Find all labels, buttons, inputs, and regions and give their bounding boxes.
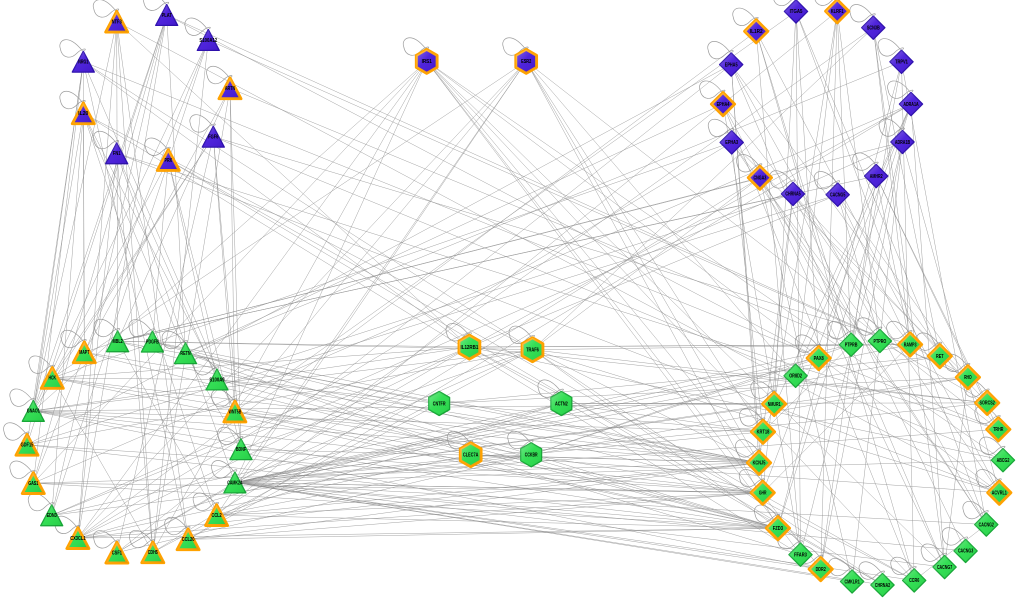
svg-text:ABCG2: ABCG2 [997, 458, 1010, 464]
svg-text:NTF3: NTF3 [112, 20, 122, 26]
svg-text:RETN: RETN [180, 351, 190, 357]
svg-text:NMUR1: NMUR1 [768, 402, 781, 408]
svg-text:NRG1: NRG1 [78, 60, 88, 66]
svg-text:CDH5: CDH5 [148, 550, 158, 556]
svg-text:GHR: GHR [759, 491, 767, 497]
svg-text:CX3CL1: CX3CL1 [70, 536, 85, 542]
svg-text:KCNJ5: KCNJ5 [753, 461, 766, 467]
svg-text:FZD3: FZD3 [773, 526, 783, 532]
svg-text:FN1: FN1 [113, 151, 121, 157]
svg-text:TRHR: TRHR [993, 427, 1003, 433]
svg-text:RHO: RHO [964, 375, 972, 381]
svg-text:KLRF1: KLRF1 [831, 9, 844, 15]
svg-text:CNGA3: CNGA3 [754, 176, 767, 182]
svg-text:ESR2: ESR2 [521, 59, 531, 65]
svg-text:ADRA1B: ADRA1B [895, 140, 911, 146]
svg-text:PRX: PRX [165, 158, 173, 164]
svg-text:HCK: HCK [49, 376, 57, 382]
svg-text:GAS1: GAS1 [28, 481, 38, 487]
svg-text:WNT5B: WNT5B [229, 409, 242, 415]
svg-text:BDNF: BDNF [236, 447, 246, 453]
svg-text:CNTFR: CNTFR [433, 401, 446, 407]
svg-text:S100A9: S100A9 [209, 377, 224, 383]
svg-text:PLAT: PLAT [162, 13, 172, 19]
svg-text:PTPRB: PTPRB [845, 343, 858, 349]
svg-text:EPHA3: EPHA3 [725, 140, 738, 146]
svg-text:CCKBR: CCKBR [525, 453, 538, 459]
svg-text:GDF15: GDF15 [21, 443, 34, 449]
svg-text:MBL2: MBL2 [113, 339, 123, 345]
svg-text:OR8D2: OR8D2 [789, 374, 802, 380]
svg-text:PDGFB: PDGFB [146, 339, 159, 345]
svg-text:SORCS2: SORCS2 [980, 401, 995, 407]
svg-text:CHRNA5: CHRNA5 [785, 192, 800, 198]
svg-text:SCN3B: SCN3B [867, 26, 880, 32]
svg-text:CHRNA2: CHRNA2 [875, 583, 890, 589]
svg-text:CCR6: CCR6 [909, 578, 919, 584]
svg-text:CMKLR1: CMKLR1 [844, 579, 859, 585]
svg-text:S100A12: S100A12 [199, 38, 217, 44]
svg-text:GNAO1: GNAO1 [27, 409, 40, 415]
svg-text:EPHA5: EPHA5 [725, 62, 738, 68]
svg-text:ACVRL1: ACVRL1 [992, 491, 1007, 497]
svg-text:IRS1: IRS1 [422, 59, 432, 65]
svg-text:CACNG2: CACNG2 [979, 522, 994, 528]
svg-text:FGF6: FGF6 [208, 135, 218, 141]
svg-text:ADRA1A: ADRA1A [903, 102, 919, 108]
svg-text:KRT18: KRT18 [757, 430, 770, 436]
svg-text:FFAR3: FFAR3 [794, 553, 807, 559]
svg-text:CCL20: CCL20 [182, 537, 195, 543]
svg-text:AMHR2: AMHR2 [870, 174, 883, 180]
svg-text:CLEC7A: CLEC7A [463, 453, 479, 459]
svg-text:CACNG3: CACNG3 [958, 549, 973, 555]
svg-text:ARTN: ARTN [225, 86, 235, 92]
svg-text:CSF1: CSF1 [112, 550, 122, 556]
svg-text:RAMP3: RAMP3 [904, 342, 917, 348]
svg-text:ITGA5: ITGA5 [790, 9, 803, 15]
svg-text:DDR2: DDR2 [816, 567, 826, 573]
svg-text:TRPV1: TRPV1 [895, 60, 908, 66]
svg-text:PAX8: PAX8 [814, 356, 824, 362]
svg-text:CAMK2A: CAMK2A [227, 480, 243, 486]
svg-text:IL20: IL20 [78, 111, 88, 117]
svg-text:CACNG7: CACNG7 [937, 565, 952, 571]
svg-text:CACNG5: CACNG5 [830, 193, 845, 199]
svg-text:IL12RB1: IL12RB1 [461, 345, 479, 351]
svg-text:RET: RET [936, 354, 944, 360]
svg-text:ACTN2: ACTN2 [555, 401, 568, 407]
svg-text:TRAF6: TRAF6 [526, 348, 539, 354]
svg-text:EDN3: EDN3 [47, 513, 57, 519]
svg-text:IL1R2: IL1R2 [750, 29, 763, 35]
svg-text:MAPT: MAPT [79, 350, 89, 356]
svg-text:EPHA4: EPHA4 [717, 102, 730, 108]
svg-text:PTPRO: PTPRO [874, 339, 887, 345]
svg-text:CCL2: CCL2 [212, 513, 222, 519]
